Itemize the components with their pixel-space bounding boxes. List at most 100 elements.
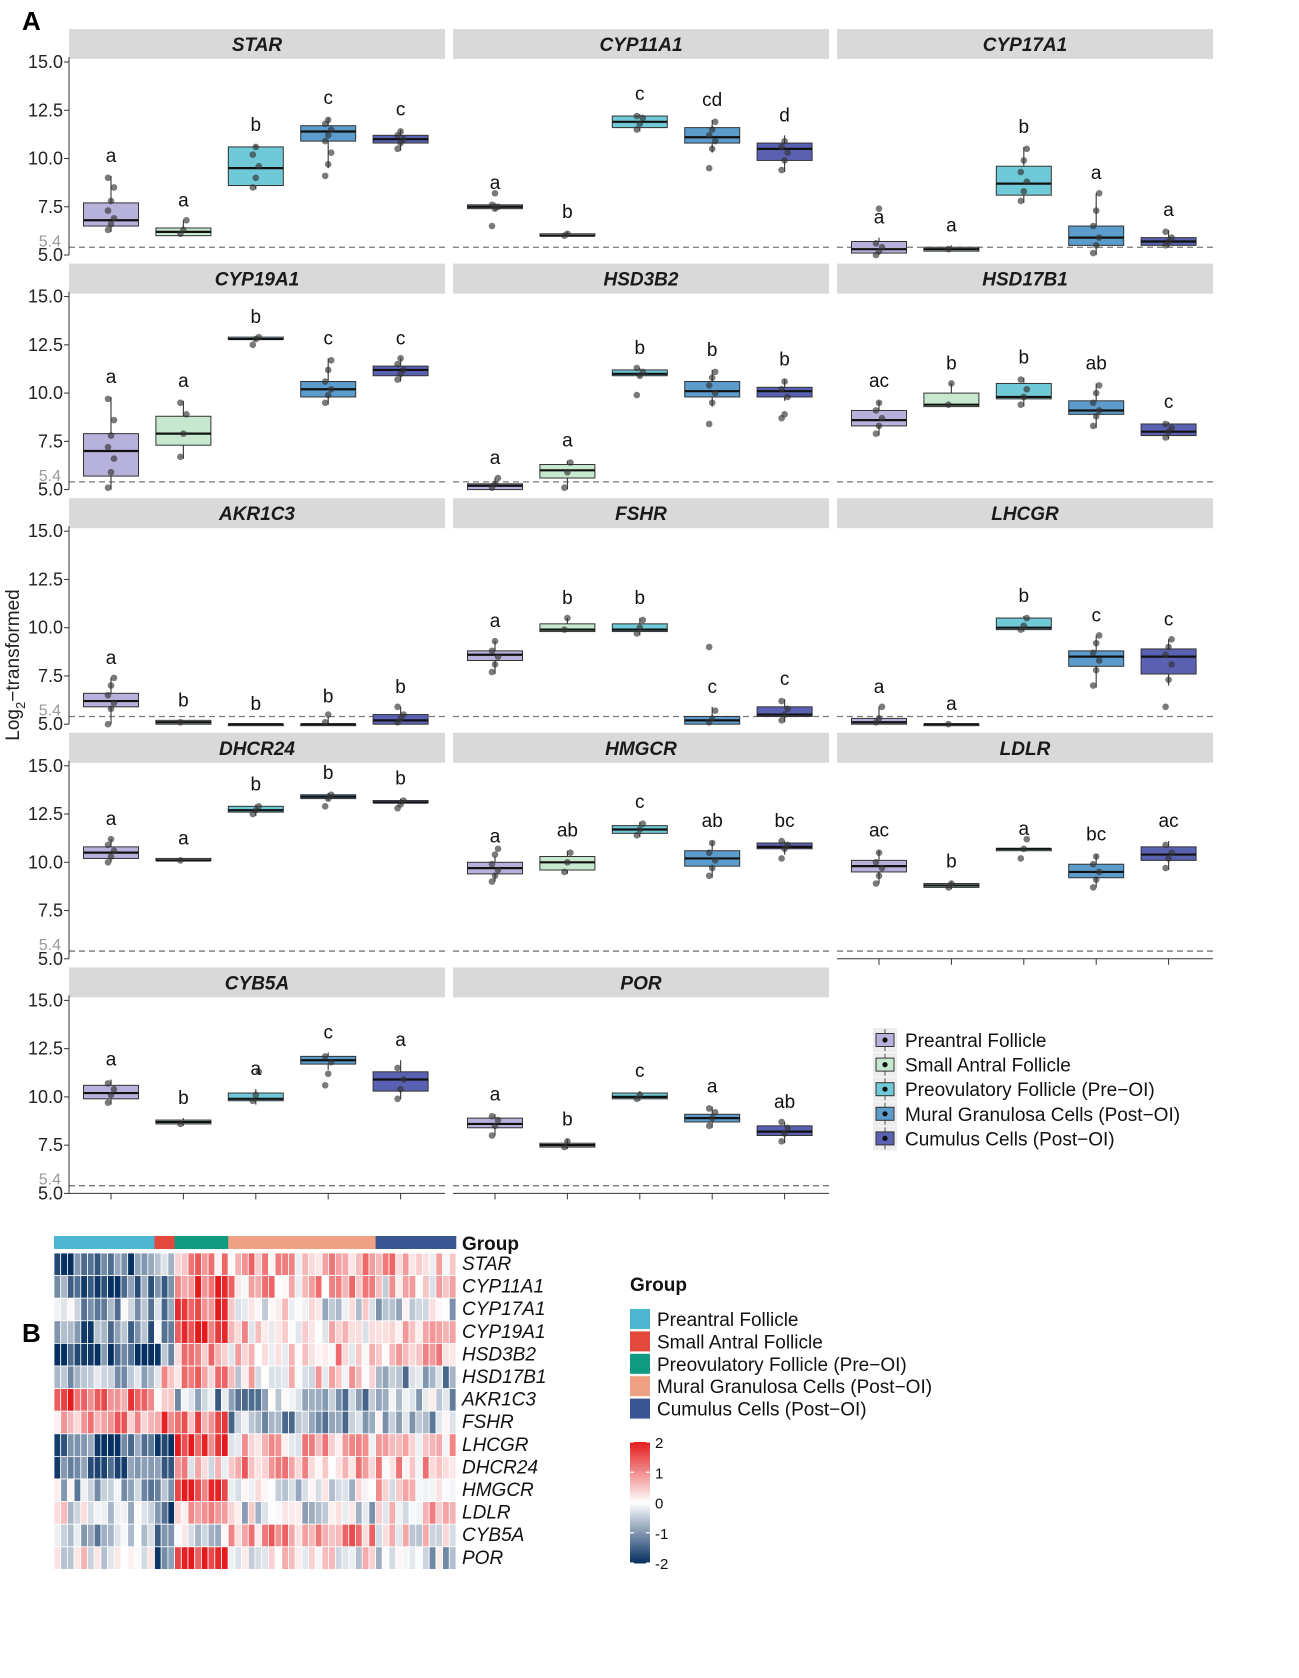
heatmap-cell xyxy=(214,1320,222,1344)
data-point xyxy=(1089,860,1097,868)
significance-letter: a xyxy=(395,1030,406,1051)
heatmap-cell xyxy=(187,1297,196,1322)
heatmap-cell xyxy=(147,1478,155,1503)
heatmap-cell xyxy=(361,1297,370,1322)
heatmap-cell xyxy=(261,1275,269,1299)
heatmap-cell xyxy=(174,1388,182,1412)
heatmap-cell xyxy=(234,1275,242,1299)
heatmap-cell xyxy=(288,1410,296,1435)
heatmap-cell xyxy=(167,1343,175,1367)
facet-title: AKR1C3 xyxy=(218,504,295,525)
heatmap-cell xyxy=(254,1523,263,1548)
data-point xyxy=(1168,849,1175,856)
data-point xyxy=(1162,703,1169,711)
heatmap-cell xyxy=(361,1365,370,1390)
heatmap-cell xyxy=(120,1410,129,1435)
heatmap-cell xyxy=(147,1320,155,1344)
heatmap-cell xyxy=(73,1501,82,1525)
heatmap-cell xyxy=(301,1252,309,1277)
box-5: d xyxy=(756,105,813,174)
heatmap-cell xyxy=(234,1252,242,1277)
heatmap-cell xyxy=(381,1388,390,1412)
box-5: ab xyxy=(756,1092,813,1145)
y-tick-label: 7.5 xyxy=(38,901,63,921)
heatmap-cell xyxy=(328,1501,336,1525)
significance-letter: c xyxy=(635,84,645,105)
heatmap-cell xyxy=(207,1501,216,1525)
color-scale-step xyxy=(630,1442,650,1445)
heatmap-cell xyxy=(93,1388,102,1412)
data-point xyxy=(252,143,260,151)
heatmap-legend-swatch xyxy=(630,1309,650,1329)
heatmap-cell xyxy=(375,1523,383,1548)
color-scale-step xyxy=(630,1536,650,1540)
heatmap-cell xyxy=(160,1365,169,1390)
heatmap-cell xyxy=(160,1410,169,1435)
heatmap-cell xyxy=(381,1456,390,1480)
heatmap-cell xyxy=(281,1523,289,1548)
heatmap-cell xyxy=(93,1275,102,1299)
heatmap-cell xyxy=(375,1501,383,1525)
significance-letter: b xyxy=(946,852,957,873)
color-scale-step xyxy=(630,1520,650,1524)
heatmap-cell xyxy=(247,1456,256,1480)
heatmap-cell xyxy=(375,1433,383,1457)
heatmap-cell xyxy=(187,1320,196,1344)
heatmap-cell xyxy=(281,1546,289,1570)
box-1: a xyxy=(467,827,523,885)
data-point xyxy=(705,872,713,880)
heatmap-cell xyxy=(227,1320,236,1344)
data-point xyxy=(705,849,713,856)
heatmap-cell xyxy=(73,1523,82,1548)
heatmap-cell xyxy=(221,1388,229,1412)
data-point xyxy=(872,430,880,437)
heatmap-cell xyxy=(415,1320,423,1344)
heatmap-cell xyxy=(448,1410,457,1435)
data-point xyxy=(781,157,788,164)
heatmap-cell xyxy=(261,1365,269,1390)
data-point xyxy=(636,120,644,128)
heatmap-cell xyxy=(160,1433,169,1457)
legend-label: Cumulus Cells (Post−OI) xyxy=(905,1129,1115,1150)
heatmap-cell xyxy=(194,1546,202,1570)
legend-item-1: Preantral Follicle xyxy=(873,1028,1047,1052)
data-point xyxy=(872,240,880,247)
data-point xyxy=(104,395,112,403)
heatmap-cell xyxy=(60,1365,68,1390)
heatmap-cell xyxy=(160,1456,169,1480)
data-point xyxy=(107,835,115,843)
heatmap-cell xyxy=(174,1546,182,1570)
heatmap-cell xyxy=(375,1297,383,1322)
heatmap-cell xyxy=(348,1275,356,1299)
data-point xyxy=(564,468,571,476)
heatmap-cell xyxy=(167,1410,175,1435)
heatmap-cell xyxy=(361,1410,370,1435)
heatmap-cell xyxy=(207,1523,216,1548)
heatmap-cell xyxy=(180,1456,189,1480)
heatmap-cell xyxy=(100,1320,109,1344)
y-axis-title: Log2−transformed xyxy=(3,589,28,740)
heatmap-cell xyxy=(147,1456,155,1480)
data-point xyxy=(705,1122,713,1130)
heatmap-cell xyxy=(321,1433,330,1457)
heatmap-cell xyxy=(341,1252,350,1277)
heatmap-cell xyxy=(355,1343,363,1367)
significance-letter: a xyxy=(1091,163,1102,184)
significance-letter: b xyxy=(562,1109,573,1130)
heatmap-cell xyxy=(67,1365,75,1390)
heatmap-cell xyxy=(60,1501,68,1525)
heatmap-cell xyxy=(93,1252,102,1277)
data-point xyxy=(1023,385,1031,393)
heatmap-cell xyxy=(80,1388,88,1412)
heatmap-cell xyxy=(308,1410,316,1435)
heatmap-cell xyxy=(73,1275,82,1299)
heatmap-cell xyxy=(80,1320,88,1344)
heatmap-cell xyxy=(227,1275,236,1299)
heatmap-cell xyxy=(341,1297,350,1322)
significance-letter: b xyxy=(251,694,262,715)
heatmap-legend-swatch xyxy=(630,1331,650,1352)
facet-strip xyxy=(837,732,1213,763)
data-point xyxy=(321,803,329,810)
data-point xyxy=(564,230,571,238)
